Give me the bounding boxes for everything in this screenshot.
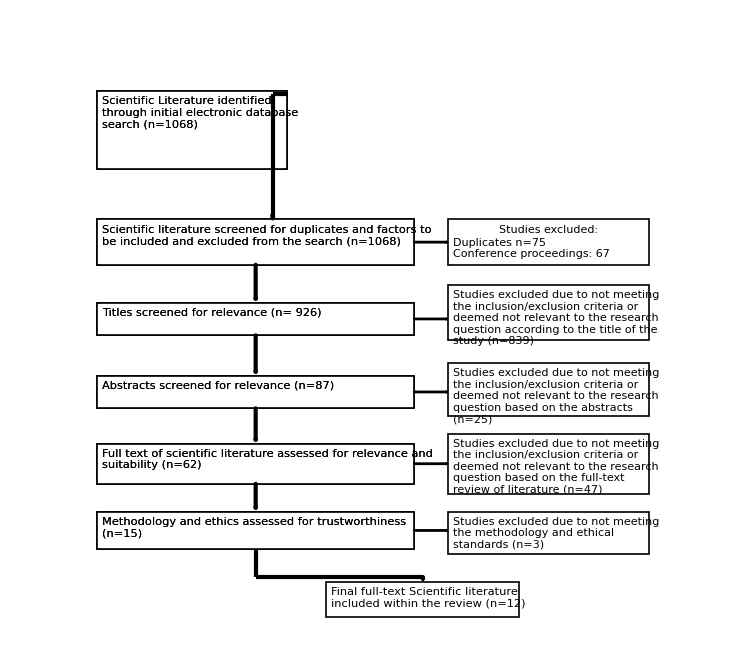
FancyBboxPatch shape: [448, 363, 649, 416]
FancyBboxPatch shape: [97, 220, 414, 265]
FancyBboxPatch shape: [448, 511, 649, 555]
Text: Studies excluded due to not meeting
the methodology and ethical
standards (n=3): Studies excluded due to not meeting the …: [452, 517, 659, 550]
Text: Methodology and ethics assessed for trustworthiness
(n=15): Methodology and ethics assessed for trus…: [102, 517, 406, 538]
FancyBboxPatch shape: [97, 303, 414, 336]
FancyBboxPatch shape: [97, 443, 414, 484]
FancyBboxPatch shape: [97, 91, 287, 169]
FancyBboxPatch shape: [97, 91, 287, 169]
FancyBboxPatch shape: [97, 220, 414, 265]
Text: Studies excluded:: Studies excluded:: [499, 224, 599, 235]
Text: Duplicates n=75
Conference proceedings: 67: Duplicates n=75 Conference proceedings: …: [452, 237, 610, 259]
Text: Abstracts screened for relevance (n=87): Abstracts screened for relevance (n=87): [102, 381, 333, 390]
Text: Final full-text Scientific literature
included within the review (n=12): Final full-text Scientific literature in…: [331, 587, 526, 609]
FancyBboxPatch shape: [97, 511, 414, 549]
FancyBboxPatch shape: [97, 511, 414, 549]
FancyBboxPatch shape: [97, 375, 414, 408]
Text: Full text of scientific literature assessed for relevance and
suitability (n=62): Full text of scientific literature asses…: [102, 449, 433, 470]
FancyBboxPatch shape: [448, 285, 649, 340]
Text: Full text of scientific literature assessed for relevance and
suitability (n=62): Full text of scientific literature asses…: [102, 449, 433, 470]
FancyBboxPatch shape: [97, 443, 414, 484]
FancyBboxPatch shape: [327, 582, 519, 617]
FancyBboxPatch shape: [448, 434, 649, 494]
Text: Studies excluded due to not meeting
the inclusion/exclusion criteria or
deemed n: Studies excluded due to not meeting the …: [452, 290, 659, 347]
Text: Abstracts screened for relevance (n=87): Abstracts screened for relevance (n=87): [102, 381, 333, 390]
Text: Methodology and ethics assessed for trustworthiness
(n=15): Methodology and ethics assessed for trus…: [102, 517, 406, 538]
Text: Scientific Literature identified
through initial electronic database
search (n=1: Scientific Literature identified through…: [102, 96, 298, 129]
Text: Studies excluded due to not meeting
the inclusion/exclusion criteria or
deemed n: Studies excluded due to not meeting the …: [452, 439, 659, 495]
Text: Scientific Literature identified
through initial electronic database
search (n=1: Scientific Literature identified through…: [102, 96, 298, 129]
Text: Scientific literature screened for duplicates and factors to
be included and exc: Scientific literature screened for dupli…: [102, 224, 431, 246]
Text: Studies excluded due to not meeting
the inclusion/exclusion criteria or
deemed n: Studies excluded due to not meeting the …: [452, 368, 659, 424]
FancyBboxPatch shape: [97, 375, 414, 408]
Text: Titles screened for relevance (n= 926): Titles screened for relevance (n= 926): [102, 307, 321, 318]
Text: Scientific literature screened for duplicates and factors to
be included and exc: Scientific literature screened for dupli…: [102, 224, 431, 246]
FancyBboxPatch shape: [97, 303, 414, 336]
FancyBboxPatch shape: [448, 220, 649, 265]
Text: Titles screened for relevance (n= 926): Titles screened for relevance (n= 926): [102, 307, 321, 318]
